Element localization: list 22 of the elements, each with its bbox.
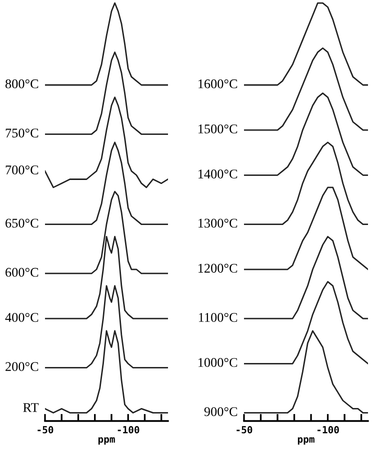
series-label: 1000°C bbox=[198, 358, 238, 367]
series-label: 200°C bbox=[6, 362, 38, 372]
series-label: 1100°C bbox=[198, 312, 238, 322]
series-label: 400°C bbox=[5, 312, 38, 322]
x-axis-title: ppm bbox=[98, 437, 115, 445]
x-tick-label: -50 bbox=[38, 426, 54, 434]
series-label: 800°C bbox=[5, 79, 38, 88]
series-label: 1200°C bbox=[198, 264, 238, 273]
series-label: 650°C bbox=[6, 218, 38, 228]
series-label: 1300°C bbox=[198, 218, 238, 228]
series-label: 900°C bbox=[204, 407, 238, 416]
x-axis-title: ppm bbox=[298, 437, 314, 445]
series-label: 1600°C bbox=[198, 79, 238, 88]
series-label: 600°C bbox=[6, 268, 38, 277]
series-label: 1500°C bbox=[198, 124, 238, 134]
x-tick-label: -100 bbox=[118, 426, 140, 434]
x-tick-label: -100 bbox=[318, 426, 339, 434]
series-label: 1400°C bbox=[198, 170, 238, 178]
x-tick-label: -50 bbox=[236, 426, 252, 434]
series-label: 750°C bbox=[6, 128, 38, 138]
series-label: RT bbox=[23, 403, 39, 412]
series-label: 700°C bbox=[6, 165, 38, 174]
